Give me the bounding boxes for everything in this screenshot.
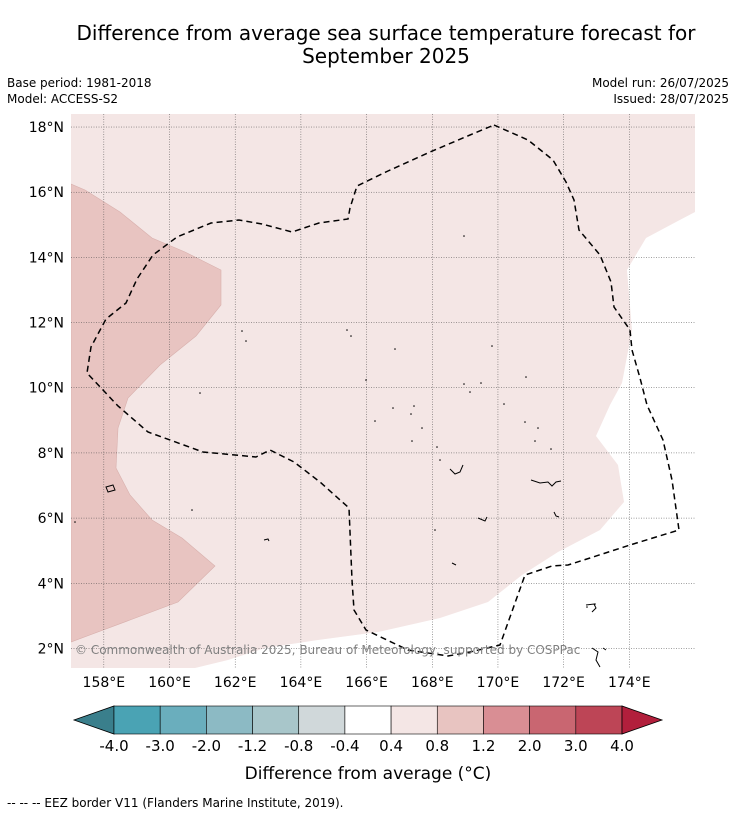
lat-tick-label: 6°N (38, 511, 64, 527)
lat-tick-label: 2°N (38, 641, 64, 657)
colorbar-tick-label: -4.0 (99, 737, 128, 755)
lat-tick-label: 12°N (29, 316, 64, 332)
lon-tick-label: 160°E (148, 675, 191, 691)
colorbar (72, 705, 664, 735)
colorbar-bin (436, 705, 484, 735)
colorbar-tick-label: -2.0 (192, 737, 221, 755)
colorbar-bin (344, 705, 392, 735)
colorbar-bin (529, 705, 577, 735)
lat-tick-label: 14°N (29, 250, 64, 266)
colorbar-bin (575, 705, 623, 735)
map-area (71, 114, 695, 668)
title-line-1: Difference from average sea surface temp… (76, 21, 696, 45)
colorbar-tick-label: -1.2 (238, 737, 267, 755)
anomaly-region-0.8-1.2 (71, 183, 222, 643)
colorbar-bin (206, 705, 253, 735)
colorbar-title: Difference from average (°C) (244, 764, 492, 784)
model-run: Model run: 26/07/2025 (591, 76, 729, 90)
map-title: Difference from average sea surface temp… (40, 22, 732, 68)
lon-tick-label: 158°E (83, 675, 126, 691)
lon-tick-label: 162°E (214, 675, 257, 691)
anomaly-region-0.4-0.8 (71, 114, 695, 668)
title-line-2: September 2025 (302, 44, 470, 68)
longitude-labels: 158°E 160°E 162°E 164°E 166°E 168°E 170°E 172°E… (83, 675, 651, 691)
base-period: Base period: 1981-2018 (7, 76, 152, 90)
meta-right: Model run: 26/07/2025 Issued: 28/07/2025 (592, 75, 729, 107)
lon-tick-label: 164°E (280, 675, 323, 691)
colorbar-tick-label: -0.4 (330, 737, 359, 755)
island-outlines (105, 464, 607, 668)
lon-tick-label: 172°E (542, 675, 585, 691)
colorbar-tick-label: 2.0 (518, 737, 542, 755)
lat-tick-label: 16°N (29, 185, 64, 201)
grid-lines (71, 114, 695, 668)
colorbar-tick-label: 0.8 (425, 737, 449, 755)
lon-tick-label: 174°E (608, 675, 651, 691)
colorbar-tick-label: 3.0 (564, 737, 588, 755)
colorbar-bin (483, 705, 530, 735)
colorbar-bin (113, 705, 161, 735)
colorbar-bin (298, 705, 346, 735)
colorbar-tick-label: -0.8 (284, 737, 313, 755)
lat-tick-label: 18°N (29, 120, 64, 136)
model-name: Model: ACCESS-S2 (7, 92, 119, 106)
colorbar-tick-label: -3.0 (146, 737, 175, 755)
colorbar-tick-label: 0.4 (379, 737, 403, 755)
lon-tick-label: 166°E (345, 675, 388, 691)
colorbar-bin (390, 705, 438, 735)
colorbar-under-arrow (72, 705, 115, 735)
colorbar-labels: -4.0 -3.0 -2.0 -1.2 -0.8 -0.4 0.4 0.8 1.2 2.0 3.0 4… (99, 737, 634, 755)
copyright-notice: © Commonwealth of Australia 2025, Bureau… (75, 643, 580, 657)
colorbar-tick-label: 1.2 (472, 737, 496, 755)
colorbar-over-arrow (621, 705, 664, 735)
atoll-dots (74, 235, 596, 608)
latitude-labels: 2°N 4°N 6°N 8°N 10°N 12°N 14°N 16°N 18°N (29, 120, 64, 657)
lat-tick-label: 4°N (38, 576, 64, 592)
lon-tick-label: 170°E (477, 675, 520, 691)
meta-left: Base period: 1981-2018 Model: ACCESS-S2 (7, 75, 152, 107)
colorbar-bin (252, 705, 300, 735)
lon-tick-label: 168°E (411, 675, 454, 691)
colorbar-bin (159, 705, 207, 735)
eez-legend-footer: -- -- -- EEZ border V11 (Flanders Marine… (7, 796, 344, 810)
colorbar-tick-label: 4.0 (610, 737, 634, 755)
lat-tick-label: 10°N (29, 381, 64, 397)
issued-date: Issued: 28/07/2025 (613, 92, 729, 106)
eez-border (86, 124, 680, 657)
lat-tick-label: 8°N (38, 446, 64, 462)
